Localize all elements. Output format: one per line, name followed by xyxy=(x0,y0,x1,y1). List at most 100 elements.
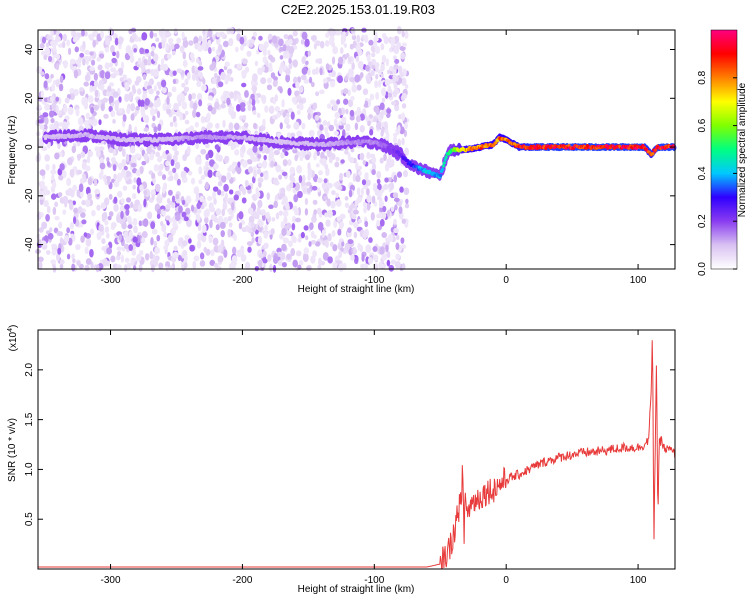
spectrogram-noise-cell xyxy=(224,155,229,164)
spectrogram-noise-cell xyxy=(393,174,398,183)
spectrogram-noise-cell xyxy=(149,152,155,161)
spectrogram-noise-cell xyxy=(361,254,365,262)
spectrogram-noise-cell xyxy=(160,58,165,66)
spectrogram-noise-cell xyxy=(182,39,189,48)
spectrogram-noise-cell xyxy=(366,152,370,158)
spectrogram-noise-cell xyxy=(171,195,176,203)
spectrogram-noise-cell xyxy=(39,42,45,49)
spectrogram-noise-cell xyxy=(399,71,404,78)
spectrogram-noise-cell xyxy=(226,68,233,75)
spectrogram-noise-cell xyxy=(154,183,161,192)
colorbar: 0.0 0.2 0.4 0.6 0.8 Normalized spectral ampl… xyxy=(697,29,748,276)
spectrogram-noise-cell xyxy=(300,74,307,81)
spectrogram-noise-cell xyxy=(167,53,172,60)
spectrogram-noise-cell xyxy=(174,150,179,156)
spectrogram-noise-cell xyxy=(122,185,128,191)
spectrogram-x-tick-label: -200 xyxy=(232,275,252,286)
spectrogram-noise-cell xyxy=(209,219,213,229)
spectrogram-noise-cell xyxy=(167,234,174,243)
spectrogram-noise-cell xyxy=(72,37,78,43)
spectrogram-noise-cell xyxy=(376,178,381,184)
spectrogram-noise-cell xyxy=(98,53,105,59)
spectrogram-noise-cell xyxy=(263,154,267,161)
spectrogram-noise-cell xyxy=(276,112,281,118)
spectrogram-noise-cell xyxy=(356,84,362,91)
spectrogram-noise-cell xyxy=(306,266,311,271)
spectrogram-noise-cell xyxy=(356,106,361,115)
snr-x-tick-label: -100 xyxy=(364,575,384,586)
spectrogram-noise-cell xyxy=(207,46,212,55)
spectrogram-noise-cell xyxy=(166,108,172,115)
spectrogram-noise-cell xyxy=(84,49,90,56)
snr-y-label: SNR (10 * v/v) xyxy=(7,418,18,482)
spectrogram-noise-cell xyxy=(353,221,359,229)
spectrogram-noise-cell xyxy=(38,227,44,233)
spectrogram-noise-cell xyxy=(255,187,259,195)
spectrogram-noise-cell xyxy=(335,192,340,199)
spectrogram-noise-cell xyxy=(196,240,202,249)
spectrogram-noise-cell xyxy=(92,118,98,127)
spectrogram-noise-cell xyxy=(270,228,275,235)
spectrogram-noise-cell xyxy=(290,247,296,257)
snr-series-line xyxy=(38,340,676,569)
spectrogram-noise-cell xyxy=(395,128,401,135)
spectrogram-noise-cell xyxy=(138,220,143,227)
spectrogram-noise-cell xyxy=(270,160,275,168)
spectrogram-noise-cell xyxy=(284,151,289,157)
spectrogram-noise-cell xyxy=(383,121,388,130)
spectrogram-noise-cell xyxy=(78,125,85,132)
spectrogram-noise-cell xyxy=(231,145,235,150)
spectrogram-noise-cell xyxy=(362,88,369,96)
spectrogram-noise-cell xyxy=(157,123,162,132)
spectrogram-noise-cell xyxy=(81,29,85,37)
spectrogram-noise-cell xyxy=(47,232,54,240)
spectrogram-noise-cell xyxy=(178,237,184,243)
spectrogram-noise-cell xyxy=(213,263,219,268)
spectrogram-noise-cell xyxy=(327,256,333,264)
spectrogram-noise-cell xyxy=(333,219,338,229)
spectrogram-noise-cell xyxy=(192,109,197,118)
spectrogram-noise-cell xyxy=(75,244,81,251)
snr-x-tick-label: 0 xyxy=(503,575,509,586)
spectrogram-noise-cell xyxy=(122,114,127,122)
spectrogram-noise-cell xyxy=(374,188,380,196)
spectrogram-noise-cell xyxy=(108,95,114,104)
spectrogram-noise-cell xyxy=(381,232,387,239)
spectrogram-noise-cell xyxy=(262,258,268,264)
spectrogram-noise-cell xyxy=(194,121,199,128)
spectrogram-noise-cell xyxy=(234,149,240,156)
spectrogram-noise-cell xyxy=(191,92,197,100)
spectrogram-noise-cell xyxy=(111,57,117,64)
spectrogram-noise-cell xyxy=(102,97,109,103)
spectrogram-noise-cell xyxy=(345,108,349,115)
colorbar-tick-label: 0.6 xyxy=(697,118,708,132)
spectrogram-noise-cell xyxy=(120,198,125,204)
spectrogram-noise-cell xyxy=(387,85,392,93)
spectrogram-noise-cell xyxy=(85,57,89,66)
spectrogram-noise-cell xyxy=(94,188,100,195)
spectrogram-noise-cell xyxy=(172,252,179,258)
spectrogram-noise-cell xyxy=(272,255,279,264)
spectrogram-noise-cell xyxy=(362,159,366,166)
spectrogram-noise-cell xyxy=(404,83,409,90)
spectrogram-noise-cell xyxy=(151,172,156,179)
spectrogram-noise-cell xyxy=(179,113,183,121)
spectrogram-noise-cell xyxy=(286,222,292,230)
spectrogram-noise-cell xyxy=(94,146,100,152)
spectrogram-noise-cell xyxy=(264,147,270,154)
spectrogram-noise-cell xyxy=(288,63,293,70)
spectrogram-noise-cell xyxy=(206,116,210,123)
spectrogram-noise-cell xyxy=(172,70,177,76)
spectrogram-noise-cell xyxy=(382,205,387,213)
spectrogram-noise-cell xyxy=(371,162,377,172)
spectrogram-noise-cell xyxy=(386,250,391,259)
spectrogram-noise-cell xyxy=(380,43,385,51)
spectrogram-noise-cell xyxy=(66,39,70,47)
spectrogram-noise-cell xyxy=(130,201,134,209)
spectrogram-noise-cell xyxy=(238,222,243,230)
spectrogram-noise-cell xyxy=(404,30,409,39)
spectrogram-noise-cell xyxy=(280,221,284,229)
spectrogram-noise-cell xyxy=(156,110,161,119)
spectrogram-noise-cell xyxy=(39,124,45,130)
spectrogram-noise-cell xyxy=(223,94,227,100)
